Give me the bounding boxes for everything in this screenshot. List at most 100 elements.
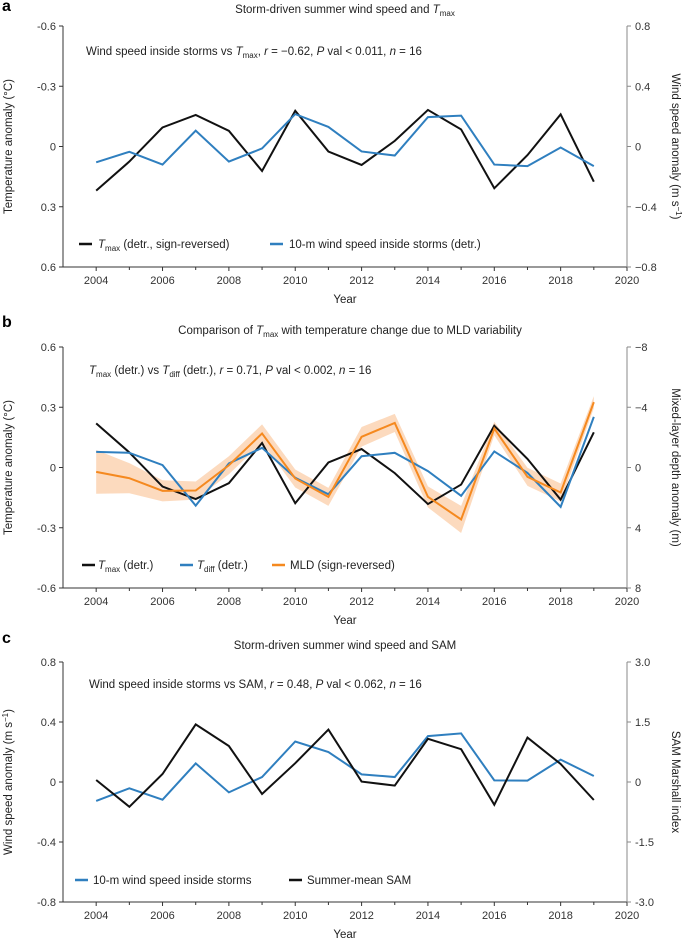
x-tick-label: 2010 — [283, 275, 307, 287]
y2-tick-label: -3.0 — [635, 897, 654, 909]
stats-annotation-part: P — [317, 46, 325, 58]
y-tick-label: -0.3 — [37, 523, 56, 535]
series-line-1 — [95, 112, 595, 168]
legend-label-part: MLD (sign-reversed) — [290, 560, 395, 572]
legend-label: Tmax (detr.) — [98, 560, 154, 574]
chart-title-part: Storm-driven summer wind speed and — [235, 4, 433, 16]
legend-label: MLD (sign-reversed) — [290, 560, 395, 572]
y-axis-label: Temperature anomaly (°C) — [3, 79, 15, 214]
x-tick-label: 2020 — [615, 910, 639, 922]
stats-annotation-part: T — [89, 365, 97, 377]
y-tick-label: 0.6 — [41, 342, 56, 354]
y2-axis-label-part: ) — [669, 216, 681, 220]
x-tick-label: 2020 — [615, 275, 639, 287]
y-axis-label-part: Temperature anomaly (°C) — [3, 79, 15, 214]
y2-tick-label: −0.4 — [635, 202, 657, 214]
x-axis-label: Year — [333, 929, 356, 939]
series-line-0 — [95, 422, 595, 506]
y-axis-label: Temperature anomaly (°C) — [3, 400, 15, 535]
y2-tick-label: -1.5 — [635, 837, 654, 849]
x-tick-label: 2018 — [548, 910, 572, 922]
series-line-0 — [95, 108, 595, 192]
stats-annotation-part: n — [339, 365, 345, 377]
x-tick-label: 2012 — [349, 275, 373, 287]
legend-label-part: (detr.) — [215, 560, 248, 572]
y2-axis-label: Mixed-layer depth anomaly (m) — [669, 388, 681, 547]
x-tick-label: 2014 — [416, 275, 440, 287]
x-tick-label: 2008 — [217, 275, 241, 287]
y2-tick-label: 3.0 — [635, 657, 650, 669]
series-line-1 — [96, 416, 595, 509]
x-tick-label: 2014 — [416, 910, 440, 922]
chart-title: Storm-driven summer wind speed and Tmax — [235, 4, 455, 18]
x-tick-label: 2010 — [283, 596, 307, 608]
legend-label-part: diff — [204, 565, 215, 574]
x-tick-label: 2004 — [84, 275, 108, 287]
x-tick-label: 2006 — [150, 910, 174, 922]
series-line-0 — [95, 732, 595, 802]
chart-title-part: max — [263, 330, 278, 339]
series-line-1 — [95, 723, 595, 809]
legend-label: 10-m wind speed inside storms (detr.) — [289, 239, 481, 251]
legend-label-part: T — [98, 560, 106, 572]
y2-tick-label: 4 — [635, 523, 641, 535]
y-tick-label: -0.6 — [37, 21, 56, 33]
y-tick-label: -0.3 — [37, 81, 56, 93]
y2-axis-label-part: SAM Marshall index — [669, 731, 681, 834]
stats-annotation-part: Wind speed inside storms vs SAM, — [89, 679, 270, 691]
x-tick-label: 2012 — [349, 596, 373, 608]
y-tick-label: 0 — [50, 142, 56, 154]
y-tick-label: 0.3 — [41, 202, 56, 214]
y-tick-label: -0.6 — [37, 583, 56, 595]
y-tick-label: 0 — [50, 777, 56, 789]
stats-annotation-part: r — [264, 46, 269, 58]
legend-label-part: 10-m wind speed inside storms — [93, 875, 252, 887]
stats-annotation-part: (detr.) vs — [111, 365, 162, 377]
stats-annotation-part: val < 0.002, — [273, 365, 339, 377]
stats-annotation-part: = 16 — [396, 46, 422, 58]
y2-axis-label-part: Wind speed anomaly (m s — [669, 74, 681, 207]
y2-tick-label: 1.5 — [635, 717, 650, 729]
x-tick-label: 2016 — [482, 596, 506, 608]
panel-letter: c — [2, 630, 11, 647]
x-axis-label: Year — [333, 615, 356, 627]
y2-tick-label: 0.4 — [635, 81, 650, 93]
stats-annotation-part: T — [236, 46, 244, 58]
x-axis-label: Year — [333, 294, 356, 306]
legend-label: Tdiff (detr.) — [197, 560, 248, 574]
stats-annotation-part: max — [96, 370, 111, 379]
legend-label-part: T — [98, 239, 106, 251]
stats-annotation-part: diff — [169, 370, 180, 379]
stats-annotation-part: = −0.62, — [268, 46, 317, 58]
panel-a: a Storm-driven summer wind speed and Tmax… — [2, 0, 683, 306]
legend-label-part: (detr.) — [120, 560, 153, 572]
y-tick-label: 0.8 — [41, 657, 56, 669]
x-tick-label: 2010 — [283, 910, 307, 922]
stats-annotation-part: Wind speed inside storms vs — [86, 46, 236, 58]
y2-axis-label: Wind speed anomaly (m s−1) — [669, 74, 683, 220]
stats-annotation-part: P — [265, 365, 273, 377]
stats-annotation-part: T — [162, 365, 170, 377]
stats-annotation-part: max — [243, 51, 258, 60]
chart-title: Comparison of Tmax with temperature chan… — [178, 325, 522, 339]
stats-annotation-part: = 0.48, — [274, 679, 316, 691]
stats-annotation-part: (detr.), — [180, 365, 220, 377]
panel-letter: b — [2, 314, 12, 331]
stats-annotation-part: P — [316, 679, 324, 691]
panel-b: b Comparison of Tmax with temperature cha… — [2, 314, 681, 627]
stats-annotation-part: n — [390, 46, 396, 58]
stats-annotation-part: , — [258, 46, 264, 58]
stats-annotation-part: val < 0.062, — [323, 679, 389, 691]
y2-axis-label-part: Mixed-layer depth anomaly (m) — [669, 388, 681, 547]
y-tick-label: -0.4 — [37, 837, 56, 849]
x-tick-label: 2006 — [150, 596, 174, 608]
chart-title-part: T — [256, 325, 264, 337]
stats-annotation-part: val < 0.011, — [324, 46, 389, 58]
y2-tick-label: −0.8 — [635, 262, 657, 274]
x-tick-label: 2012 — [349, 910, 373, 922]
x-tick-label: 2020 — [615, 596, 639, 608]
legend-label-part: (detr., sign-reversed) — [120, 239, 229, 251]
legend-label-part: Summer-mean SAM — [307, 875, 411, 887]
y2-tick-label: 0 — [635, 777, 641, 789]
